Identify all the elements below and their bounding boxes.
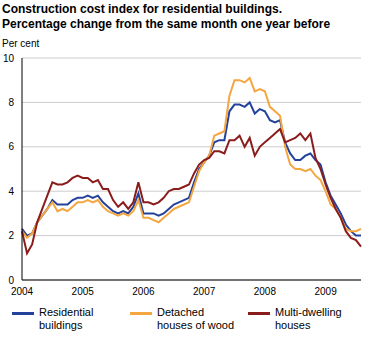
svg-text:0: 0 xyxy=(8,275,14,286)
svg-text:10: 10 xyxy=(8,53,14,64)
html-text:Percentage change from the sam: Percentage change from the same month on… xyxy=(2,17,331,31)
svg-text:2006: 2006 xyxy=(132,286,155,297)
svg-text:2004: 2004 xyxy=(11,286,34,297)
html-text:Multi-dwelling houses: Multi-dwelling houses xyxy=(275,306,342,331)
svg-text:8: 8 xyxy=(8,97,14,108)
html-text:Construction cost index for re: Construction cost index for residential … xyxy=(2,2,282,16)
svg-text:2009: 2009 xyxy=(314,286,337,297)
svg-text:2: 2 xyxy=(8,230,14,241)
svg-text:4: 4 xyxy=(8,186,14,197)
svg-text:2008: 2008 xyxy=(254,286,277,297)
html-text:Residential buildings: Residential buildings xyxy=(39,306,94,331)
html-text:Per cent: Per cent xyxy=(2,38,40,49)
svg-text:2007: 2007 xyxy=(193,286,216,297)
svg-text:6: 6 xyxy=(8,141,14,152)
html-text:Detached houses of wood: Detached houses of wood xyxy=(157,306,235,331)
svg-text:2005: 2005 xyxy=(72,286,95,297)
